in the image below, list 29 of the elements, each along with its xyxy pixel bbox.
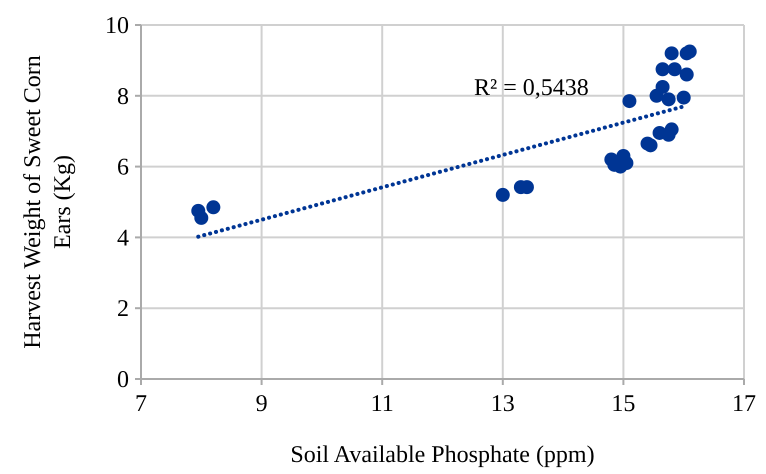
x-tick-label: 15	[611, 391, 636, 417]
x-tick-label: 13	[490, 391, 515, 417]
point	[496, 188, 510, 202]
point	[664, 122, 679, 136]
y-tick-label: 2	[117, 296, 129, 322]
point	[644, 138, 658, 152]
point	[622, 94, 636, 108]
point	[662, 92, 676, 106]
x-axis-title: Soil Available Phosphate (ppm)	[290, 442, 595, 468]
point	[682, 44, 697, 59]
y-tick-label: 6	[117, 154, 129, 181]
point	[680, 68, 694, 82]
point	[676, 90, 691, 105]
y-tick-label: 0	[117, 367, 129, 393]
y-tick-label: 4	[117, 225, 129, 252]
y-axis-title: Harvest Weight of Sweet Corn Ears (Kg)	[20, 55, 76, 349]
point	[206, 200, 220, 214]
x-tick-label: 9	[256, 391, 268, 417]
y-tick-label: 8	[117, 84, 129, 110]
point	[656, 62, 670, 76]
point	[656, 80, 670, 94]
x-tick-label: 17	[732, 391, 756, 417]
x-tick-label: 11	[370, 391, 394, 417]
annotation: R² = 0,5438	[474, 75, 589, 101]
y-tick-label: 10	[105, 13, 129, 39]
x-tick-label: 7	[135, 391, 147, 417]
point	[664, 46, 679, 60]
point	[668, 62, 682, 76]
point	[194, 210, 208, 225]
